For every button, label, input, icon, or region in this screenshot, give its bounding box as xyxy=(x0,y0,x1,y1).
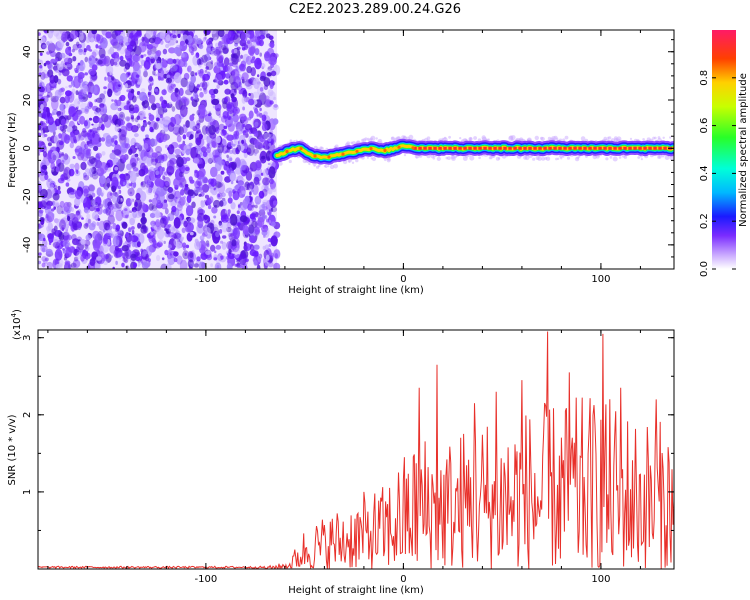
colorbar-label: Normalized spectral amplitude xyxy=(738,73,749,227)
colorbar-tick-label: 0.4 xyxy=(699,165,710,181)
snr-panel: -100 0 100 1 2 3 Height of straight line (km)… xyxy=(7,309,675,596)
spectrogram-y-tick-label: -20 xyxy=(22,188,33,204)
snr-x-tick-label: 0 xyxy=(400,574,406,585)
spectrogram-y-axis-label: Frequency (Hz) xyxy=(7,112,18,188)
snr-x-tick-label: -100 xyxy=(195,574,218,585)
spectrogram-y-tick-label: 20 xyxy=(22,94,33,107)
spectrogram-image xyxy=(38,30,674,269)
spectrogram-y-tick-label: 40 xyxy=(22,45,33,58)
colorbar-tick-label: 0.0 xyxy=(699,261,710,277)
colorbar: 0.0 0.2 0.4 0.6 0.8 Normalized spectral ampl… xyxy=(699,30,749,277)
spectrogram-x-tick-label: 0 xyxy=(400,274,406,285)
spectrogram-x-axis-label: Height of straight line (km) xyxy=(288,285,424,296)
colorbar-tick-label: 0.6 xyxy=(699,118,710,134)
spectrogram-y-tick-label: 0 xyxy=(22,145,33,151)
snr-x-tick-label: 100 xyxy=(591,574,610,585)
snr-y-tick-label: 2 xyxy=(22,412,33,418)
spectrogram-frame xyxy=(37,29,675,270)
snr-y-tick-label: 1 xyxy=(22,489,33,495)
snr-x-axis-label: Height of straight line (km) xyxy=(288,585,424,596)
signal-track xyxy=(270,134,674,170)
noise-speckle xyxy=(38,30,281,269)
spectrogram-y-tick-label: -40 xyxy=(22,237,33,253)
svg-text:(x104): (x104) xyxy=(10,309,23,340)
snr-y-axis-label: SNR (10 * v/v) xyxy=(7,414,18,485)
snr-series-line xyxy=(38,331,674,569)
colorbar-gradient xyxy=(712,30,736,269)
colorbar-tick-label: 0.2 xyxy=(699,213,710,229)
snr-scale-suffix: ) xyxy=(12,309,23,313)
spectrogram-x-tick-label: 100 xyxy=(591,274,610,285)
snr-y-scale-note: (x104) xyxy=(10,309,23,340)
spectrogram-x-tick-label: -100 xyxy=(195,274,218,285)
chart-title: C2E2.2023.289.00.24.G26 xyxy=(288,2,462,17)
snr-frame xyxy=(37,329,675,570)
snr-scale-prefix: (x10 xyxy=(12,317,23,340)
colorbar-tick-label: 0.8 xyxy=(699,70,710,86)
spectrogram-panel: -100 0 100 -40 -20 0 20 40 Height of straight l… xyxy=(7,29,675,296)
snr-y-tick-label: 3 xyxy=(22,335,33,341)
snr-scale-exponent: 4 xyxy=(10,312,18,317)
